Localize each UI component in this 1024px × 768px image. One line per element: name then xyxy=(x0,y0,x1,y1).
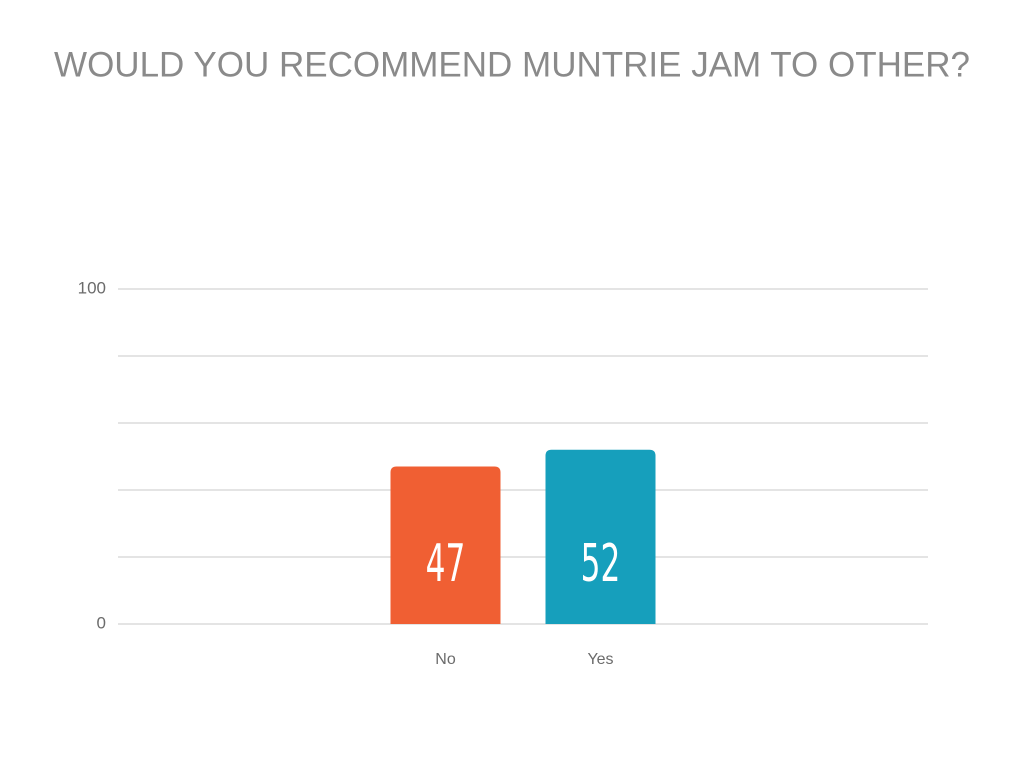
bar xyxy=(545,449,656,624)
x-tick-label: Yes xyxy=(587,651,613,668)
value-label: 47 xyxy=(426,534,466,595)
y-tick-label: 100 xyxy=(78,278,106,297)
y-tick-label: 0 xyxy=(97,613,106,632)
bar xyxy=(390,466,501,624)
chart-title: WOULD YOU RECOMMEND MUNTRIE JAM TO OTHER… xyxy=(54,45,970,84)
value-label: 52 xyxy=(581,534,621,595)
x-tick-label: No xyxy=(435,651,456,668)
